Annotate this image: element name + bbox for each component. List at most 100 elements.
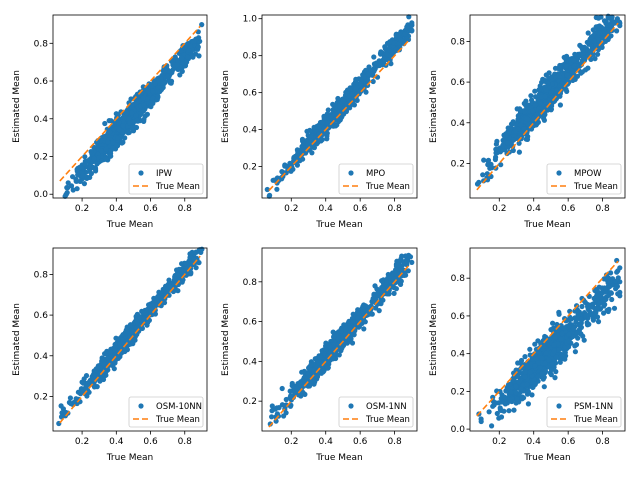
scatter-point	[129, 104, 135, 110]
scatter-point	[269, 414, 275, 420]
scatter-point	[524, 116, 530, 122]
scatter-point	[546, 70, 552, 76]
scatter-point	[532, 102, 538, 108]
scatter-point	[129, 110, 135, 116]
scatter-point	[279, 169, 285, 175]
scatter-point	[532, 341, 538, 347]
scatter-point	[369, 71, 375, 77]
scatter-point	[102, 133, 108, 139]
scatter-point	[523, 102, 529, 108]
scatter-point	[140, 108, 146, 114]
scatter-point	[299, 136, 306, 142]
scatter-point	[528, 93, 534, 99]
scatter-point	[115, 336, 121, 342]
x-axis-label: True Mean	[106, 220, 154, 230]
scatter-point	[617, 265, 623, 271]
scatter-point	[87, 169, 93, 175]
x-tick-label: 0.2	[492, 204, 506, 214]
y-tick-label: 0.2	[34, 152, 48, 162]
scatter-point	[148, 102, 154, 108]
scatter-point	[502, 135, 508, 141]
legend: MPO True Mean	[338, 163, 414, 195]
scatter-point	[127, 120, 133, 126]
y-tick-label: 0.2	[34, 392, 48, 402]
scatter-point	[108, 153, 114, 159]
scatter-point	[79, 389, 85, 395]
scatter-point	[387, 39, 393, 45]
scatter-point	[88, 149, 94, 155]
scatter-point	[141, 310, 148, 316]
x-tick-label: 0.8	[178, 437, 193, 447]
scatter-point	[163, 287, 170, 293]
scatter-point	[166, 277, 172, 283]
scatter-point	[306, 383, 313, 389]
scatter-point	[199, 22, 205, 28]
scatter-point	[162, 68, 168, 74]
scatter-point	[187, 43, 193, 49]
scatter-point	[373, 305, 379, 311]
y-tick-label: 0.0	[34, 190, 49, 200]
scatter-point	[406, 14, 412, 20]
scatter-point	[548, 89, 554, 96]
scatter-point	[606, 14, 612, 20]
scatter-point	[179, 55, 185, 61]
scatter-point	[264, 186, 270, 193]
legend-label-method: OSM-1NN	[366, 402, 407, 412]
scatter-point	[144, 111, 150, 117]
x-tick-label: 0.8	[387, 437, 402, 447]
y-axis-label: Estimated Mean	[221, 303, 231, 376]
legend-label-true-mean: True Mean	[365, 182, 410, 192]
scatter-point	[86, 389, 92, 395]
x-tick-label: 0.2	[75, 437, 89, 447]
scatter-point	[127, 322, 134, 328]
x-tick-label: 0.4	[109, 204, 124, 214]
y-tick-label: 1.0	[243, 15, 258, 25]
y-tick-label: 0.2	[243, 163, 257, 173]
scatter-point	[67, 395, 73, 401]
y-tick-label: 0.8	[243, 278, 258, 288]
y-axis-label: Estimated Mean	[12, 303, 22, 376]
scatter-point	[279, 385, 285, 392]
legend-label-method: MPO	[366, 169, 385, 179]
scatter-point	[596, 23, 603, 29]
scatter-point	[164, 74, 171, 80]
scatter-point	[485, 158, 491, 164]
scatter-point	[563, 86, 569, 92]
x-tick-label: 0.6	[353, 204, 368, 214]
x-axis-label: True Mean	[106, 453, 154, 463]
scatter-point	[521, 126, 527, 132]
scatter-point	[323, 340, 329, 346]
scatter-point	[489, 423, 495, 429]
axes-frame	[469, 14, 626, 199]
scatter-point	[340, 98, 346, 104]
y-tick-label: 0.6	[451, 78, 466, 88]
scatter-point	[353, 76, 359, 82]
scatter-point	[102, 351, 108, 357]
scatter-point	[105, 355, 111, 361]
scatter-point	[516, 140, 522, 146]
scatter-point	[537, 86, 543, 92]
scatter-point	[294, 147, 300, 153]
scatter-point	[585, 65, 591, 71]
scatter-point	[510, 119, 516, 125]
scatter-point	[62, 193, 68, 199]
scatter-point	[171, 62, 177, 68]
scatter-point	[107, 129, 113, 135]
scatter-point	[161, 80, 167, 86]
scatter-point	[532, 88, 538, 94]
scatter-point	[402, 31, 408, 37]
scatter-point	[319, 119, 326, 125]
scatter-point	[337, 103, 343, 110]
scatter-point	[116, 127, 122, 133]
scatter-point	[586, 41, 592, 47]
scatter-point	[65, 180, 71, 186]
scatter-point	[288, 393, 294, 399]
scatter-point	[295, 152, 301, 158]
scatter-point	[136, 98, 142, 104]
y-axis-label: Estimated Mean	[12, 70, 22, 143]
scatter-point	[611, 20, 617, 26]
scatter-point	[146, 302, 152, 308]
scatter-point	[281, 413, 287, 419]
scatter-point	[591, 38, 598, 45]
